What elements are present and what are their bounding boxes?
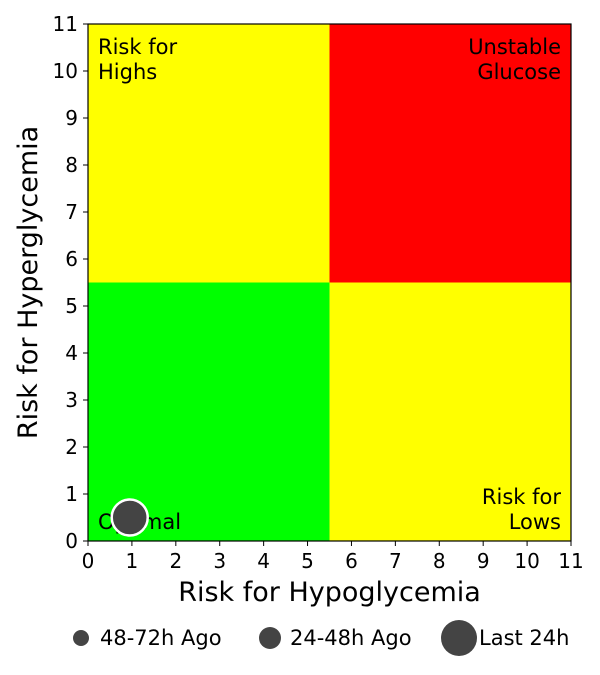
x-tick-label: 6 <box>345 549 358 573</box>
y-tick-label: 4 <box>65 341 78 365</box>
plot-frame <box>87 23 572 542</box>
y-tick-label: 5 <box>65 294 78 318</box>
x-tick-label: 7 <box>389 549 402 573</box>
y-tick-label: 9 <box>65 106 78 130</box>
y-tick-label: 0 <box>65 529 78 553</box>
zone-label-line: Risk for <box>482 485 561 509</box>
zone-label-line: Risk for <box>98 35 177 59</box>
x-tick-label: 1 <box>126 549 139 573</box>
x-tick-label: 4 <box>257 549 270 573</box>
y-tick-label: 2 <box>65 435 78 459</box>
x-tick-label: 11 <box>558 549 583 573</box>
legend-marker <box>441 620 477 656</box>
zone-risk-for-lows <box>329 282 571 541</box>
x-tick-label: 9 <box>477 549 490 573</box>
x-tick-label: 8 <box>433 549 446 573</box>
y-tick-label: 11 <box>53 12 78 36</box>
risk-zones <box>88 24 571 541</box>
zone-unstable-glucose <box>329 24 571 283</box>
zone-label-line: Lows <box>509 510 561 534</box>
zone-label-line: Glucose <box>477 60 561 84</box>
y-tick-label: 10 <box>53 59 78 83</box>
legend-marker <box>73 630 89 646</box>
zone-label-line: Unstable <box>468 35 561 59</box>
y-tick-label: 3 <box>65 388 78 412</box>
legend-label: 48-72h Ago <box>100 626 222 650</box>
x-tick-label: 3 <box>213 549 226 573</box>
x-tick-label: 5 <box>301 549 314 573</box>
y-axis-ticks: 0 1 2 3 4 5 6 7 8 9 10 11 <box>53 12 88 553</box>
y-tick-label: 7 <box>65 200 78 224</box>
x-tick-label: 10 <box>514 549 539 573</box>
x-axis-ticks: 0 1 2 3 4 5 6 7 8 9 10 11 <box>82 541 584 573</box>
legend-marker <box>259 627 281 649</box>
y-tick-label: 6 <box>65 247 78 271</box>
y-axis-label: Risk for Hyperglycemia <box>13 126 44 439</box>
legend: 48-72h Ago 24-48h Ago Last 24h <box>73 620 569 656</box>
x-tick-label: 2 <box>169 549 182 573</box>
x-axis-label: Risk for Hypoglycemia <box>178 577 481 608</box>
y-tick-label: 1 <box>65 482 78 506</box>
legend-label: 24-48h Ago <box>290 626 412 650</box>
legend-label: Last 24h <box>479 626 569 650</box>
y-tick-label: 8 <box>65 153 78 177</box>
data-points <box>110 498 149 537</box>
zone-label-line: Highs <box>98 60 157 84</box>
zone-risk-for-highs <box>88 24 330 283</box>
data-point <box>110 498 149 537</box>
zone-optimal <box>88 282 330 541</box>
x-tick-label: 0 <box>82 549 95 573</box>
